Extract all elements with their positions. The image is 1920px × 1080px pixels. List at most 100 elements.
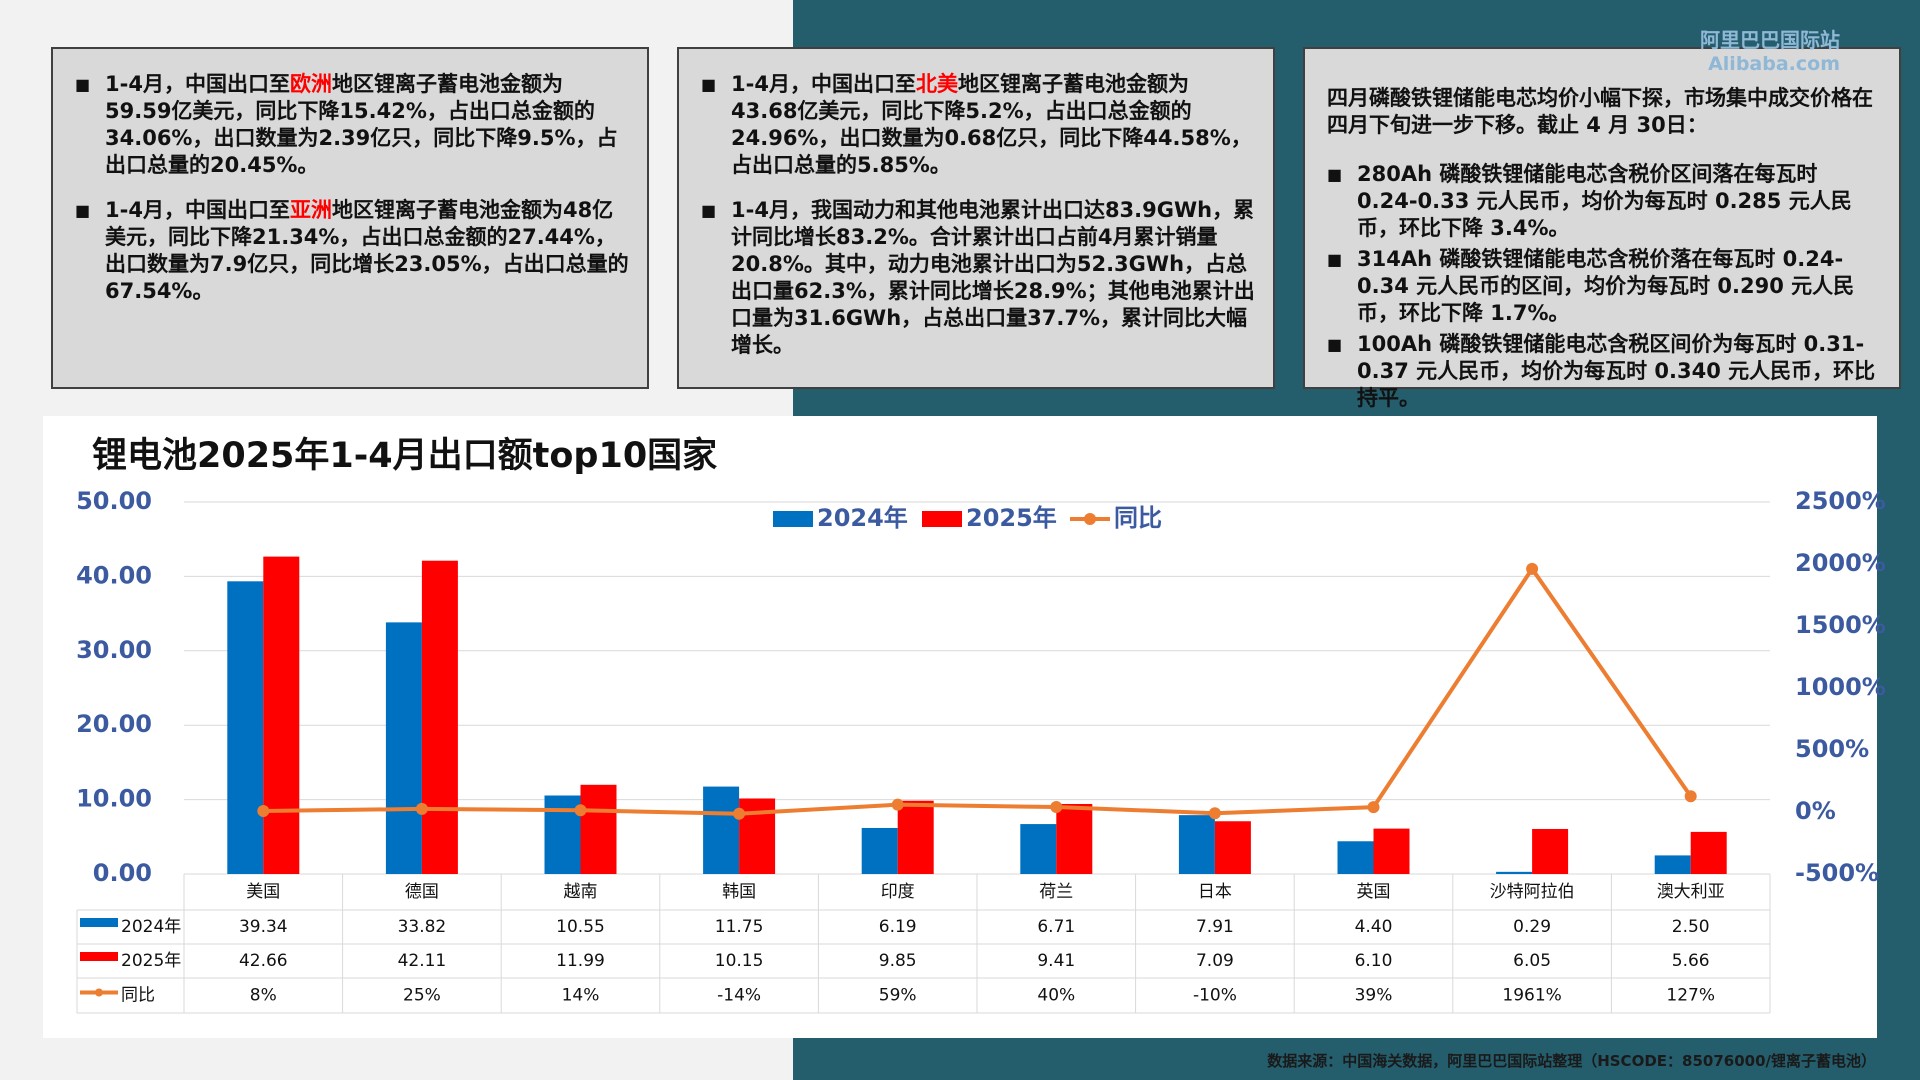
background-panel: [0, 1038, 793, 1080]
legend-label: 2025年: [966, 504, 1057, 532]
bullet-text: 地区锂离子蓄电池金额为43.68亿美元，同比下降5.2%，占出口总金额的24.9…: [731, 72, 1252, 177]
table-cell: 127%: [1666, 986, 1715, 1006]
x-tick-label: 澳大利亚: [1657, 882, 1725, 902]
text-box: 1-4月，中国出口至北美地区锂离子蓄电池金额为43.68亿美元，同比下降5.2%…: [677, 47, 1275, 389]
table-cell: 40%: [1037, 986, 1075, 1006]
line-marker: [415, 802, 428, 815]
bullet: 100Ah 磷酸铁锂储能电芯含税区间价为每瓦时 0.31-0.37 元人民币，均…: [1327, 331, 1881, 412]
table-cell: 6.71: [1037, 917, 1075, 937]
line-marker: [1684, 790, 1697, 803]
bar: [263, 556, 300, 874]
table-cell: 11.99: [556, 951, 605, 971]
chart-title: 锂电池2025年1-4月出口额top10国家: [92, 436, 717, 476]
highlight: 北美: [915, 72, 958, 96]
table-cell: 10.55: [556, 917, 605, 937]
x-tick-label: 德国: [405, 882, 439, 902]
table-cell: 8%: [250, 986, 277, 1006]
table-cell: 59%: [879, 986, 917, 1006]
bullet-text: 280Ah 磷酸铁锂储能电芯含税价区间落在每瓦时 0.24-0.33 元人民币，…: [1357, 162, 1852, 240]
bullet-list: 1-4月，中国出口至北美地区锂离子蓄电池金额为43.68亿美元，同比下降5.2%…: [701, 71, 1255, 359]
bullet-text: 314Ah 磷酸铁锂储能电芯含税价落在每瓦时 0.24-0.34 元人民币的区间…: [1357, 247, 1855, 325]
legend-key: [922, 511, 962, 527]
y2-tick-label: 2000%: [1795, 549, 1886, 577]
bar: [385, 622, 422, 874]
bar: [227, 581, 264, 874]
bullet-text: 地区锂离子蓄电池金额为48亿美元，同比下降21.34%，占出口总金额的27.44…: [105, 198, 629, 303]
legend-key: [1084, 513, 1096, 525]
table-cell: 42.11: [398, 951, 447, 971]
table-row-header: 2024年: [121, 917, 181, 937]
chart-panel: [43, 416, 1877, 1038]
table-cell: 6.05: [1513, 951, 1551, 971]
table-cell: 7.91: [1196, 917, 1234, 937]
x-tick-label: 美国: [246, 882, 280, 902]
y2-tick-label: 0%: [1795, 797, 1836, 825]
line-marker: [1050, 801, 1063, 814]
table-cell: 7.09: [1196, 951, 1234, 971]
bullet-text: 1-4月，中国出口至: [105, 72, 290, 96]
text-box: 四月磷酸铁锂储能电芯均价小幅下探，市场集中成交价格在四月下旬进一步下移。截止 4…: [1303, 47, 1901, 410]
table-cell: 39%: [1355, 986, 1393, 1006]
bar: [703, 786, 740, 874]
x-tick-label: 印度: [881, 882, 915, 902]
bullet: 1-4月，中国出口至欧洲地区锂离子蓄电池金额为59.59亿美元，同比下降15.4…: [75, 71, 629, 179]
bullet: 1-4月，中国出口至北美地区锂离子蓄电池金额为43.68亿美元，同比下降5.2%…: [701, 71, 1255, 179]
bar: [1214, 821, 1251, 874]
bar: [1654, 855, 1691, 874]
line-marker: [1208, 807, 1221, 820]
bar: [1020, 824, 1057, 874]
table-cell: 2.50: [1672, 917, 1710, 937]
line-marker: [574, 804, 587, 817]
line-marker: [1526, 562, 1539, 575]
bullet-list: 1-4月，中国出口至欧洲地区锂离子蓄电池金额为59.59亿美元，同比下降15.4…: [75, 71, 629, 305]
bullet-list: 280Ah 磷酸铁锂储能电芯含税价区间落在每瓦时 0.24-0.33 元人民币，…: [1327, 161, 1881, 412]
table-cell: -10%: [1193, 986, 1237, 1006]
bullet-text: 1-4月，中国出口至: [731, 72, 916, 96]
bullet: 280Ah 磷酸铁锂储能电芯含税价区间落在每瓦时 0.24-0.33 元人民币，…: [1327, 161, 1881, 242]
bar: [544, 795, 581, 874]
x-tick-label: 越南: [564, 882, 598, 902]
table-cell: 42.66: [239, 951, 288, 971]
bullet-text: 100Ah 磷酸铁锂储能电芯含税区间价为每瓦时 0.31-0.37 元人民币，均…: [1357, 332, 1876, 410]
bar: [1056, 803, 1093, 874]
table-cell: -14%: [717, 986, 761, 1006]
legend-label: 2024年: [817, 504, 908, 532]
legend-label: 同比: [1114, 504, 1162, 532]
bullet-text: 1-4月，我国动力和其他电池累计出口达83.9GWh，累计同比增长83.2%。合…: [731, 198, 1255, 357]
logo: 阿里巴巴国际站 Alibaba.com: [1700, 24, 1840, 75]
bar: [1373, 828, 1410, 874]
table-cell: 1961%: [1502, 986, 1561, 1006]
y-tick-label: 30.00: [76, 636, 152, 664]
y-tick-label: 0.00: [93, 859, 152, 887]
bullet: 314Ah 磷酸铁锂储能电芯含税价落在每瓦时 0.24-0.34 元人民币的区间…: [1327, 246, 1881, 327]
table-cell: 11.75: [715, 917, 764, 937]
y2-tick-label: -500%: [1795, 859, 1879, 887]
table-cell: 0.29: [1513, 917, 1551, 937]
y2-tick-label: 500%: [1795, 735, 1869, 763]
table-key: [80, 918, 118, 927]
y-tick-label: 40.00: [76, 561, 152, 589]
text-box: 1-4月，中国出口至欧洲地区锂离子蓄电池金额为59.59亿美元，同比下降15.4…: [51, 47, 649, 389]
highlight: 亚洲: [289, 198, 332, 222]
logo-site: Alibaba.com: [1708, 53, 1840, 75]
bar: [421, 560, 458, 874]
bar: [580, 784, 617, 874]
x-tick-label: 韩国: [722, 882, 756, 902]
table-key: [80, 952, 118, 961]
x-tick-label: 沙特阿拉伯: [1490, 882, 1575, 902]
line-marker: [257, 805, 270, 818]
y2-tick-label: 2500%: [1795, 487, 1886, 515]
logo-name: 阿里巴巴国际站: [1700, 28, 1840, 52]
table-cell: 14%: [562, 986, 600, 1006]
bar: [739, 798, 776, 874]
table-cell: 9.41: [1037, 951, 1075, 971]
y-tick-label: 50.00: [76, 487, 152, 515]
line-marker: [891, 798, 904, 811]
line-marker: [1367, 801, 1380, 814]
table-cell: 33.82: [398, 917, 447, 937]
bullet: 1-4月，我国动力和其他电池累计出口达83.9GWh，累计同比增长83.2%。合…: [701, 197, 1255, 359]
highlight: 欧洲: [289, 72, 332, 96]
intro-text: 四月磷酸铁锂储能电芯均价小幅下探，市场集中成交价格在四月下旬进一步下移。截止 4…: [1327, 86, 1873, 137]
